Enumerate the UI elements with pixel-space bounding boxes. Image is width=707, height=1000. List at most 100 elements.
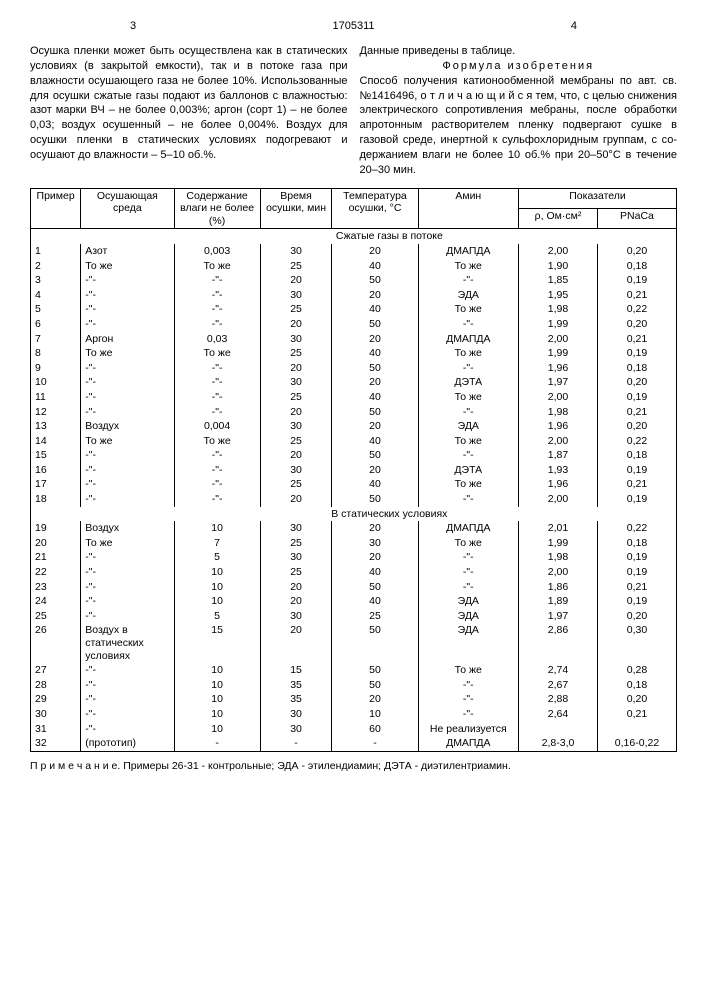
cell-p: 0,19 — [597, 565, 676, 580]
table-row: 22-"-102540-"-2,000,19 — [31, 565, 677, 580]
cell-temp: 50 — [332, 580, 418, 595]
right-column: Данные приведены в таблице. Формула изоб… — [360, 44, 678, 178]
cell-p: 0,21 — [597, 580, 676, 595]
cell-m: 0,03 — [174, 332, 260, 347]
table-row: 4-"--"-3020ЭДА1,950,21 — [31, 288, 677, 303]
cell-env: -"- — [81, 722, 174, 737]
cell-temp: 50 — [332, 405, 418, 420]
cell-temp: 50 — [332, 273, 418, 288]
cell-n: 1 — [31, 244, 81, 259]
table-row: 9-"--"-2050-"-1,960,18 — [31, 361, 677, 376]
table-row: 26Воздух в статических условиях152050ЭДА… — [31, 623, 677, 663]
cell-temp: 40 — [332, 565, 418, 580]
cell-m: 15 — [174, 623, 260, 663]
cell-m: 10 — [174, 678, 260, 693]
cell-t: 30 — [260, 521, 332, 536]
cell-env: -"- — [81, 375, 174, 390]
cell-env: -"- — [81, 463, 174, 478]
cell-n: 8 — [31, 346, 81, 361]
cell-env: Воздух — [81, 521, 174, 536]
cell-m: 10 — [174, 663, 260, 678]
cell-m: -"- — [174, 405, 260, 420]
cell-p: 0,30 — [597, 623, 676, 663]
cell-rho: 1,97 — [519, 375, 598, 390]
cell-rho: 1,99 — [519, 536, 598, 551]
cell-env: -"- — [81, 692, 174, 707]
cell-rho: 1,93 — [519, 463, 598, 478]
cell-p: 0,18 — [597, 448, 676, 463]
cell-env: (прототип) — [81, 736, 174, 751]
cell-env: -"- — [81, 580, 174, 595]
cell-am: ЭДА — [418, 594, 518, 609]
cell-p: 0,20 — [597, 419, 676, 434]
cell-am: ДЭТА — [418, 375, 518, 390]
cell-t: 30 — [260, 332, 332, 347]
cell-am: То же — [418, 536, 518, 551]
cell-n: 27 — [31, 663, 81, 678]
cell-n: 7 — [31, 332, 81, 347]
cell-temp: 50 — [332, 663, 418, 678]
cell-n: 3 — [31, 273, 81, 288]
cell-t: 25 — [260, 390, 332, 405]
cell-temp: 60 — [332, 722, 418, 737]
table-row: 6-"--"-2050-"-1,990,20 — [31, 317, 677, 332]
cell-env: То же — [81, 346, 174, 361]
cell-rho: 1,95 — [519, 288, 598, 303]
cell-t: 20 — [260, 361, 332, 376]
cell-m: 10 — [174, 707, 260, 722]
cell-am: То же — [418, 259, 518, 274]
table-row: 17-"--"-2540То же1,960,21 — [31, 477, 677, 492]
cell-n: 6 — [31, 317, 81, 332]
cell-rho: 1,98 — [519, 302, 598, 317]
cell-m: 10 — [174, 594, 260, 609]
cell-env: -"- — [81, 317, 174, 332]
cell-n: 16 — [31, 463, 81, 478]
cell-t: 25 — [260, 259, 332, 274]
cell-t: 30 — [260, 550, 332, 565]
cell-am: -"- — [418, 692, 518, 707]
cell-rho: 1,98 — [519, 405, 598, 420]
table-row: 1Азот0,0033020ДМАПДА2,000,20 — [31, 244, 677, 259]
cell-p: 0,18 — [597, 259, 676, 274]
th-time: Время осушки, мин — [260, 188, 332, 229]
cell-am: ДМАПДА — [418, 332, 518, 347]
cell-am: -"- — [418, 550, 518, 565]
table-row: 27-"-101550То же2,740,28 — [31, 663, 677, 678]
doc-number: 1705311 — [332, 20, 374, 32]
cell-t: 30 — [260, 419, 332, 434]
cell-env: -"- — [81, 492, 174, 507]
cell-p: 0,19 — [597, 346, 676, 361]
cell-rho: 1,99 — [519, 346, 598, 361]
cell-p: 0,19 — [597, 273, 676, 288]
cell-env: -"- — [81, 273, 174, 288]
cell-env: -"- — [81, 565, 174, 580]
cell-rho: 2,86 — [519, 623, 598, 663]
cell-am: ДМАПДА — [418, 244, 518, 259]
cell-n: 22 — [31, 565, 81, 580]
table-row: 32(прототип)---ДМАПДА2,8-3,00,16-0,22 — [31, 736, 677, 751]
cell-t: 20 — [260, 580, 332, 595]
table-row: 31-"-103060Не реали­зуется — [31, 722, 677, 737]
cell-m: -"- — [174, 477, 260, 492]
cell-am: То же — [418, 346, 518, 361]
right-p2: Способ получения катионообменной мембран… — [360, 74, 678, 178]
table-row: 2То жеТо же2540То же1,900,18 — [31, 259, 677, 274]
cell-t: 30 — [260, 722, 332, 737]
cell-temp: 25 — [332, 609, 418, 624]
cell-rho: 1,99 — [519, 317, 598, 332]
cell-t: 20 — [260, 594, 332, 609]
cell-am: -"- — [418, 273, 518, 288]
cell-temp: 20 — [332, 550, 418, 565]
cell-temp: 50 — [332, 361, 418, 376]
cell-m: То же — [174, 346, 260, 361]
cell-m: -"- — [174, 302, 260, 317]
left-column: Осушка пленки может быть осуществле­на к… — [30, 44, 348, 178]
cell-m: 10 — [174, 692, 260, 707]
table-row: 14То жеТо же2540То же2,000,22 — [31, 434, 677, 449]
cell-env: -"- — [81, 302, 174, 317]
cell-t: 20 — [260, 273, 332, 288]
cell-env: Азот — [81, 244, 174, 259]
cell-env: -"- — [81, 707, 174, 722]
cell-p: 0,20 — [597, 317, 676, 332]
cell-t: 35 — [260, 678, 332, 693]
